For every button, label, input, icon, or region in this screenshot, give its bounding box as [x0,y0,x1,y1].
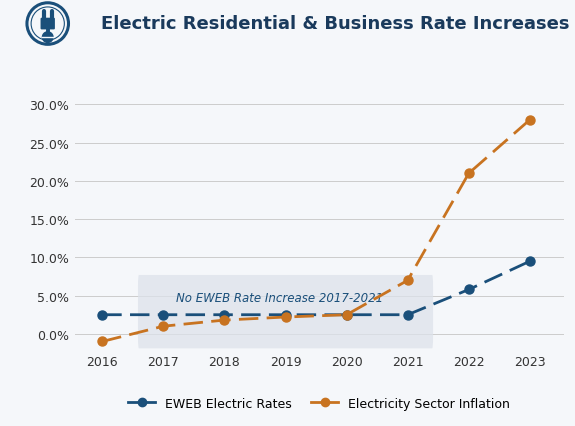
Text: No EWEB Rate Increase 2017-2021: No EWEB Rate Increase 2017-2021 [176,291,383,304]
Electricity Sector Inflation [221,318,228,323]
Electricity Sector Inflation [99,339,106,344]
FancyBboxPatch shape [138,275,433,348]
Line: Electricity Sector Inflation: Electricity Sector Inflation [98,116,534,346]
EWEB Electric Rates [465,287,472,292]
Legend: EWEB Electric Rates, Electricity Sector Inflation: EWEB Electric Rates, Electricity Sector … [123,391,515,414]
EWEB Electric Rates [404,312,411,317]
EWEB Electric Rates [160,312,167,317]
Polygon shape [43,33,53,43]
Electricity Sector Inflation [343,312,350,317]
EWEB Electric Rates [343,312,350,317]
Electricity Sector Inflation [160,324,167,329]
Electricity Sector Inflation [527,118,534,123]
Text: Electric Residential & Business Rate Increases vs Inflation: Electric Residential & Business Rate Inc… [101,15,575,33]
EWEB Electric Rates [527,259,534,264]
Line: EWEB Electric Rates: EWEB Electric Rates [98,257,534,320]
Electricity Sector Inflation [282,315,289,320]
FancyBboxPatch shape [41,19,55,30]
Electricity Sector Inflation [404,278,411,283]
EWEB Electric Rates [221,312,228,317]
EWEB Electric Rates [99,312,106,317]
Electricity Sector Inflation [465,171,472,176]
EWEB Electric Rates [282,312,289,317]
